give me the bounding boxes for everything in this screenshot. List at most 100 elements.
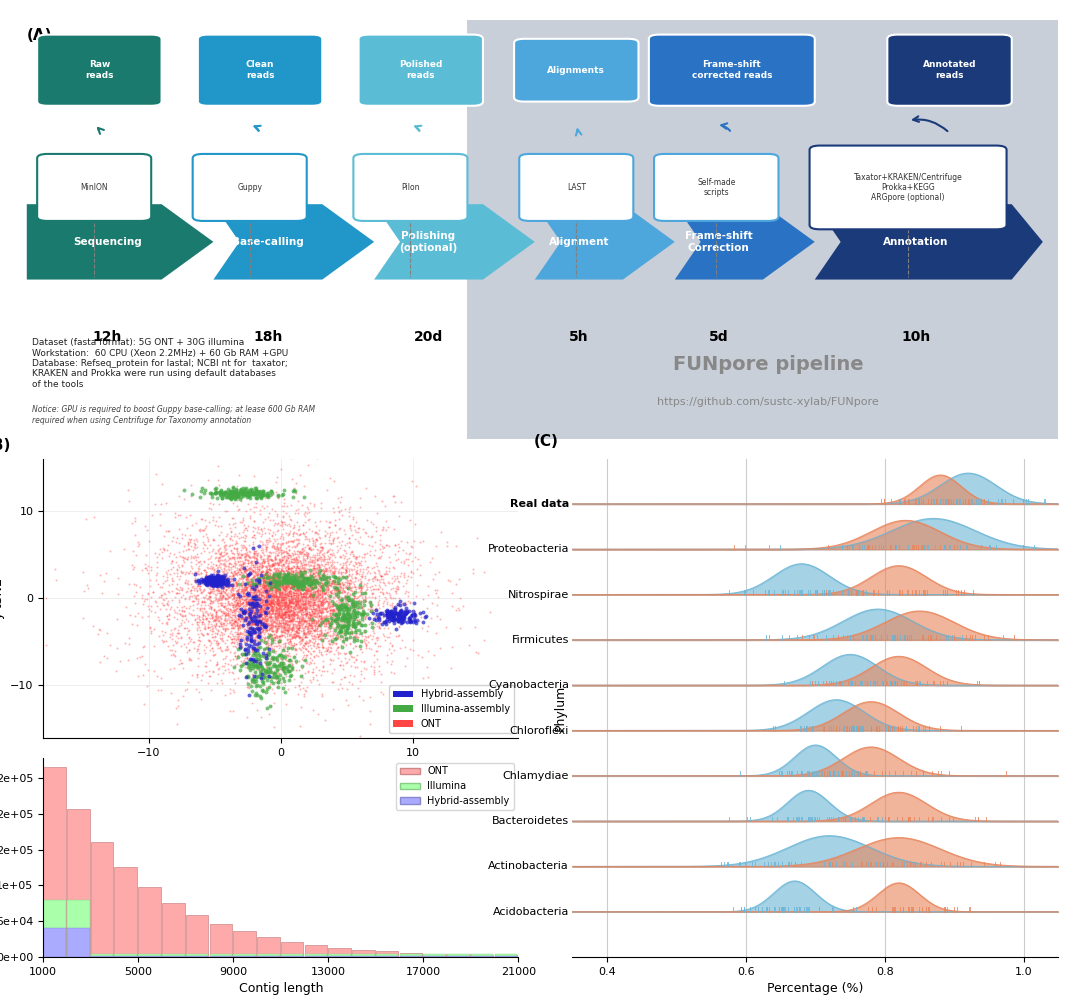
Point [315,626,333,642]
Point [309,672,326,688]
Point [251,628,268,644]
Point [297,613,314,629]
Point [283,637,300,653]
Point [235,581,253,597]
Point [279,568,296,584]
Point [267,515,284,531]
Point [255,558,272,574]
Point [268,555,285,571]
Point [264,539,281,555]
Point [237,606,254,622]
Point [232,557,249,573]
Point [325,504,342,520]
Point [252,612,269,628]
Point [242,565,259,581]
Point [338,590,355,606]
Point [253,630,270,646]
Point [350,588,367,604]
Point [342,573,360,589]
Point [248,590,266,606]
Point [268,581,285,597]
Point [257,581,274,597]
Point [340,630,357,646]
Point [305,671,322,687]
Point [306,612,323,628]
Point [383,604,401,620]
Point [396,603,414,619]
Point [251,605,268,621]
Point [203,600,220,616]
Point [319,574,336,590]
Point [234,539,252,555]
Point [254,564,271,580]
Point [274,612,292,628]
Point [393,610,410,626]
Point [266,573,283,589]
Point [275,615,293,631]
Point [346,594,363,610]
Point [293,642,310,658]
Point [325,598,342,614]
Point [343,626,361,642]
Point [259,668,276,684]
Point [260,603,278,619]
Point [259,583,276,599]
Point [208,624,226,640]
Point [256,641,273,657]
Point [296,629,313,645]
Point [330,564,348,580]
Point [189,650,206,666]
Point [251,626,268,642]
Point [220,585,238,601]
Point [333,594,350,610]
Point [325,531,342,547]
Point [239,619,256,635]
Point [235,559,253,575]
Point [260,531,278,547]
Point [274,605,292,621]
Point [244,565,261,581]
Point [175,598,192,614]
Point [284,574,301,590]
Point [204,573,221,589]
Point [245,622,262,638]
Point [273,517,291,533]
Point [296,562,313,578]
Point [200,632,217,648]
Point [231,562,248,578]
Point [109,611,126,627]
Point [273,606,291,622]
Point [298,582,315,598]
Point [232,601,249,617]
Point [247,579,265,595]
Point [251,660,268,676]
Point [232,588,249,604]
Point [212,569,229,585]
Text: Proteobacteria: Proteobacteria [487,544,569,554]
Point [225,496,242,511]
Point [279,571,296,587]
Point [281,598,298,614]
Point [228,577,245,593]
Point [269,652,286,668]
Point [276,622,294,638]
Point [218,640,235,656]
Point [231,591,248,607]
Point [229,485,246,500]
Point [241,653,258,669]
Point [396,606,414,622]
Point [326,548,343,564]
Point [258,585,275,601]
Point [335,661,352,677]
Point [322,617,339,633]
Point [402,603,419,619]
Point [271,570,288,586]
Point [278,594,295,610]
Point [283,593,300,609]
Point [202,593,219,609]
Point [287,624,305,640]
Point [310,591,327,607]
Point [214,573,231,589]
Point [405,609,422,625]
Point [280,560,297,576]
